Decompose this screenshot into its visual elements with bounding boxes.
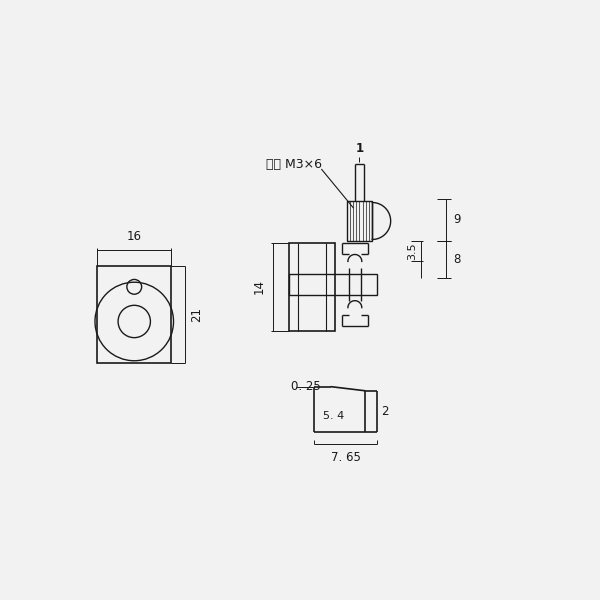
Text: 7. 65: 7. 65 <box>331 451 361 464</box>
Text: 5. 4: 5. 4 <box>323 411 344 421</box>
Bar <box>289 274 377 295</box>
Bar <box>289 243 335 331</box>
Text: 2: 2 <box>382 405 389 418</box>
Bar <box>97 266 171 363</box>
Text: ビス M3×6: ビス M3×6 <box>266 158 322 171</box>
Text: 16: 16 <box>127 230 142 243</box>
Text: 1: 1 <box>355 142 364 155</box>
Text: 9: 9 <box>453 214 461 226</box>
Bar <box>347 202 372 241</box>
Text: 8: 8 <box>453 253 460 266</box>
Text: 3.5: 3.5 <box>407 242 417 260</box>
Text: 0. 25: 0. 25 <box>292 380 321 393</box>
Text: 21: 21 <box>191 307 203 322</box>
Text: 14: 14 <box>253 280 266 295</box>
